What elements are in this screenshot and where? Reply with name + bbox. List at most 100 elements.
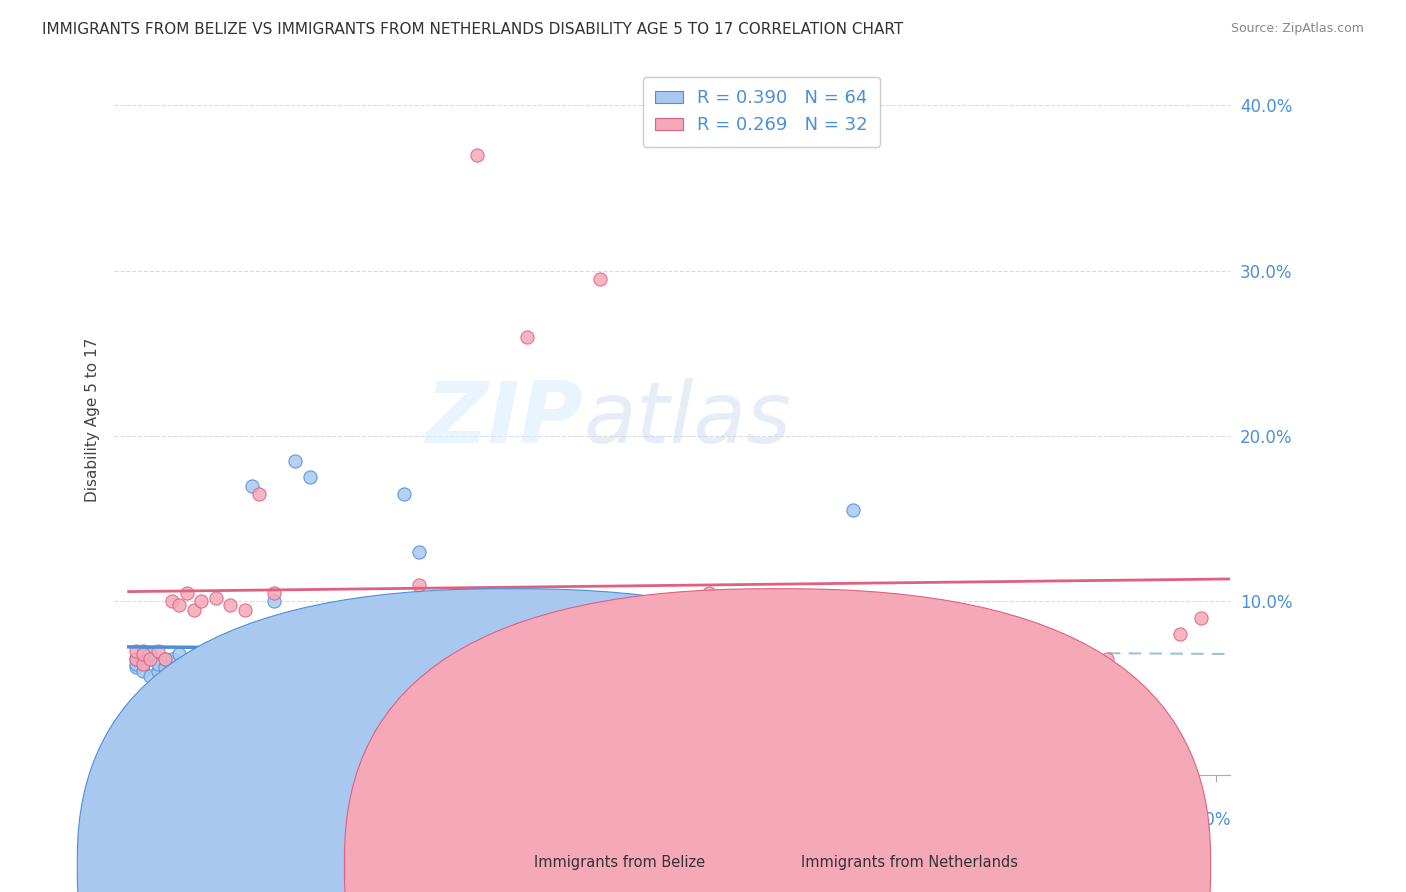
Point xyxy=(263,594,285,608)
Point xyxy=(233,635,256,649)
Point xyxy=(132,647,155,661)
Point xyxy=(1189,611,1212,625)
Point xyxy=(661,673,683,688)
Point xyxy=(247,487,270,501)
Point xyxy=(132,644,155,658)
Point xyxy=(298,640,321,655)
Point xyxy=(190,594,212,608)
Point xyxy=(371,619,394,633)
Point xyxy=(146,657,169,671)
Text: ZIP: ZIP xyxy=(426,378,583,461)
Point xyxy=(516,619,538,633)
Point xyxy=(240,478,263,492)
Point xyxy=(160,594,183,608)
Point xyxy=(153,652,176,666)
Point xyxy=(204,668,226,682)
Point xyxy=(479,627,502,641)
Point xyxy=(139,668,162,682)
Point xyxy=(879,631,901,645)
Point xyxy=(226,657,249,671)
Point xyxy=(139,647,162,661)
Point xyxy=(160,652,183,666)
Point xyxy=(183,602,205,616)
Y-axis label: Disability Age 5 to 17: Disability Age 5 to 17 xyxy=(86,337,100,501)
Point xyxy=(125,657,148,671)
Point xyxy=(734,680,756,694)
Point xyxy=(153,652,176,666)
Point xyxy=(915,710,938,724)
Point xyxy=(697,586,720,600)
Point xyxy=(335,652,357,666)
Point xyxy=(125,652,148,666)
Point xyxy=(153,673,176,688)
Point xyxy=(950,640,973,655)
Text: Immigrants from Belize: Immigrants from Belize xyxy=(534,855,706,870)
Point xyxy=(277,640,299,655)
Point xyxy=(516,330,538,344)
Point xyxy=(169,598,191,612)
Point xyxy=(879,718,901,732)
Point xyxy=(1024,647,1046,661)
Point xyxy=(125,644,148,658)
Point xyxy=(197,652,219,666)
Point xyxy=(132,656,155,670)
Text: IMMIGRANTS FROM BELIZE VS IMMIGRANTS FROM NETHERLANDS DISABILITY AGE 5 TO 17 COR: IMMIGRANTS FROM BELIZE VS IMMIGRANTS FRO… xyxy=(42,22,904,37)
Point xyxy=(125,652,148,666)
Point xyxy=(139,652,162,666)
Text: atlas: atlas xyxy=(583,378,792,461)
Point xyxy=(212,664,235,678)
Point xyxy=(254,668,277,682)
Point xyxy=(190,647,212,661)
Point xyxy=(284,454,307,468)
Point xyxy=(408,544,430,558)
Point xyxy=(176,657,198,671)
Point xyxy=(589,272,612,286)
Point xyxy=(371,631,394,645)
Point xyxy=(139,652,162,666)
Text: 15.0%: 15.0% xyxy=(1178,811,1230,830)
Point xyxy=(169,647,191,661)
Point xyxy=(132,664,155,678)
Point xyxy=(349,652,371,666)
Point xyxy=(233,602,256,616)
Point xyxy=(219,598,242,612)
Point xyxy=(408,578,430,592)
Text: 0.0%: 0.0% xyxy=(129,811,170,830)
Point xyxy=(176,586,198,600)
Point xyxy=(314,647,336,661)
Point xyxy=(465,148,488,162)
Point xyxy=(183,664,205,678)
Point xyxy=(146,677,169,691)
FancyBboxPatch shape xyxy=(77,589,943,892)
Point xyxy=(842,503,865,517)
Point xyxy=(769,611,792,625)
Point xyxy=(392,487,415,501)
Point xyxy=(125,660,148,674)
Point xyxy=(589,664,612,678)
Point xyxy=(769,685,792,699)
Point xyxy=(697,677,720,691)
Point xyxy=(160,664,183,678)
Point xyxy=(204,591,226,605)
Point xyxy=(132,657,155,671)
Text: Immigrants from Netherlands: Immigrants from Netherlands xyxy=(801,855,1018,870)
Point xyxy=(153,660,176,674)
Point xyxy=(443,652,465,666)
Point xyxy=(190,668,212,682)
Point xyxy=(465,660,488,674)
Text: Source: ZipAtlas.com: Source: ZipAtlas.com xyxy=(1230,22,1364,36)
Point xyxy=(806,690,828,705)
Point xyxy=(226,668,249,682)
FancyBboxPatch shape xyxy=(344,589,1211,892)
Point xyxy=(553,640,575,655)
Point xyxy=(176,677,198,691)
Point xyxy=(183,652,205,666)
Point xyxy=(247,652,270,666)
Point xyxy=(169,668,191,682)
Point xyxy=(197,640,219,655)
Point xyxy=(1168,627,1191,641)
Point xyxy=(298,470,321,484)
Point xyxy=(624,668,647,682)
Point xyxy=(263,586,285,600)
Point xyxy=(335,602,357,616)
